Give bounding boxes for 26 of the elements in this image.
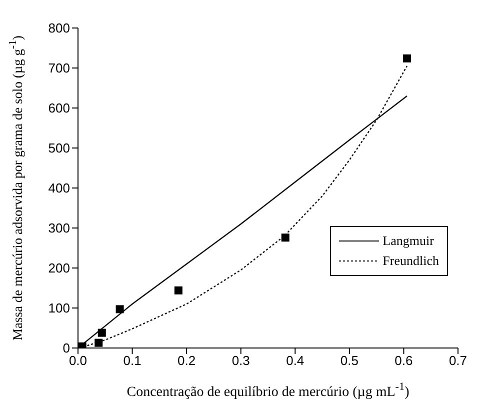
y-tick-label: 400 [48, 180, 70, 196]
point [98, 328, 106, 337]
x-tick-label: 0.6 [394, 353, 413, 368]
x-axis-title: Concentração de equilíbrio de mercúrio (µg mL$^{-1}$) [126, 381, 410, 400]
y-tick-label: 800 [48, 20, 70, 36]
point [402, 54, 411, 62]
x-tick-label: 0.2 [178, 353, 196, 368]
x-tick-label: 0.4 [286, 353, 304, 368]
point [174, 286, 182, 294]
y-tick-label: 200 [48, 260, 70, 276]
point [94, 338, 103, 347]
y-tick-label: 500 [48, 140, 70, 156]
x-tick-label: 0.1 [123, 353, 142, 368]
x-tick-label: 0.0 [68, 353, 88, 368]
point [116, 305, 124, 314]
x-tick-label: 0.3 [232, 353, 250, 368]
y-tick-label: 600 [48, 100, 70, 116]
x-tick-label: 0.5 [340, 353, 358, 368]
y-tick-label: 0 [62, 340, 70, 356]
y-tick-label: 700 [48, 60, 70, 76]
legend-label: Langmuir [382, 233, 434, 250]
legend-label: Freundlich [382, 253, 439, 270]
point [281, 234, 290, 242]
y-tick-label: 300 [48, 220, 70, 236]
y-tick-label: 100 [48, 300, 70, 316]
x-tick-label: 0.7 [448, 353, 468, 368]
